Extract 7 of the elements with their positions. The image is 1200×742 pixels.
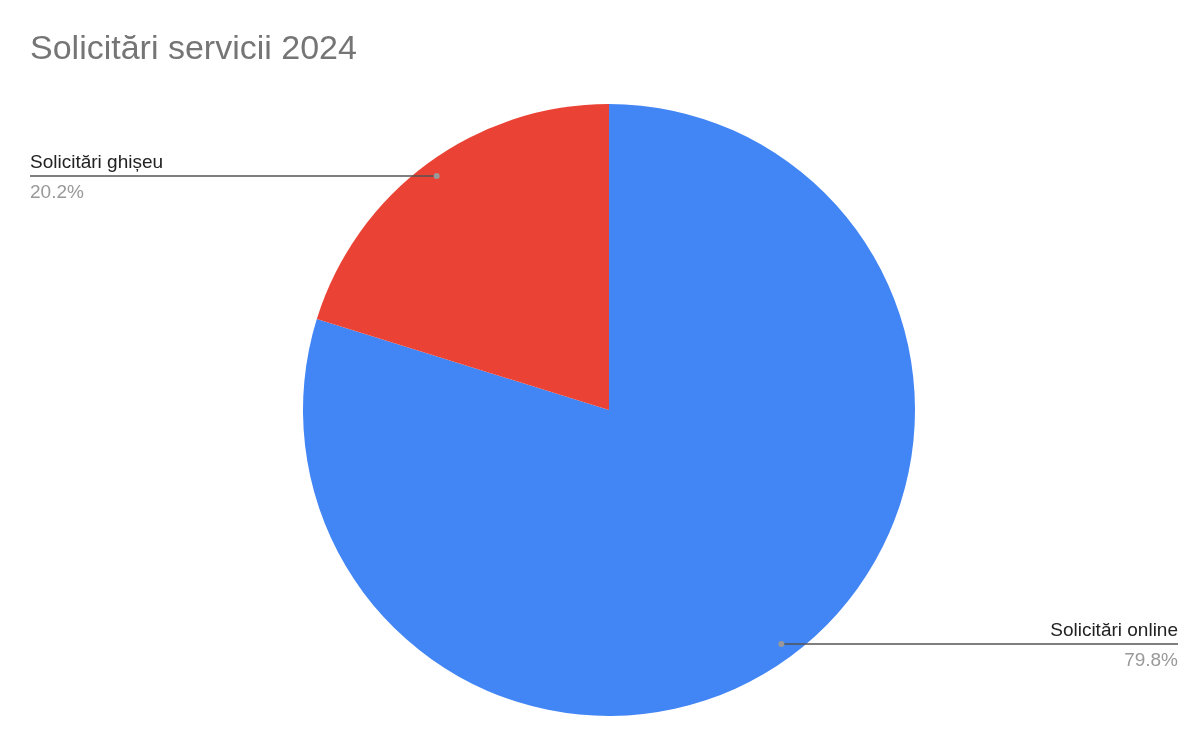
slice-label: Solicitări ghișeu: [30, 150, 164, 172]
slice-label: Solicitări online: [1050, 619, 1178, 641]
data-label: 20.2%: [30, 180, 84, 202]
pie-slice: [303, 104, 915, 716]
pie-slice: [316, 104, 609, 410]
chart-title: Solicitări servicii 2024: [30, 28, 357, 67]
data-label: 79.8%: [1124, 649, 1179, 671]
